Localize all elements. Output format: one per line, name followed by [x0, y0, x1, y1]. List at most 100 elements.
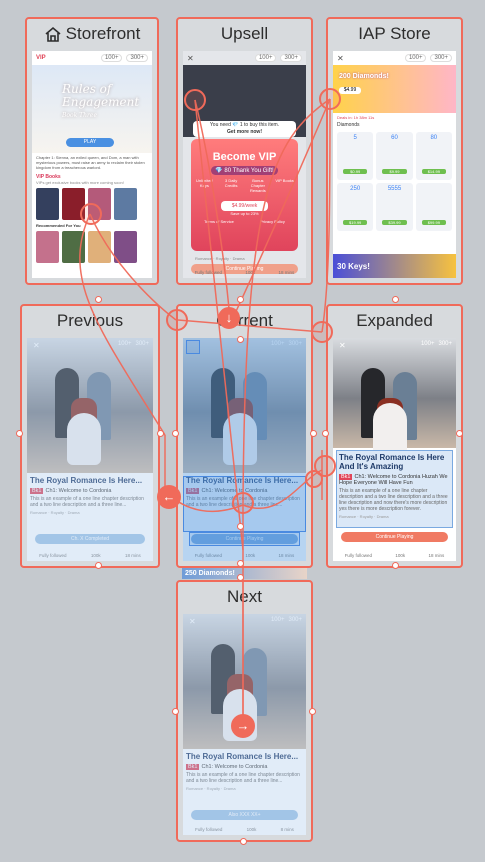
offer-title: 200 Diamonds!: [339, 73, 389, 80]
keys-counter[interactable]: 100+: [254, 54, 277, 62]
continue-playing-button[interactable]: Continue Playing: [191, 534, 298, 544]
diamond-packs-grid: 5 $0.99 60 $9.99 80 $14.99 250 $19.99 5555 $3…: [333, 128, 456, 235]
recommended-row: [32, 228, 152, 266]
upsell-title: Upsell: [220, 24, 269, 43]
current-screen: 100+ 300+ The Royal Romance Is Here... B…: [183, 338, 306, 561]
expanded-title: Expanded: [356, 311, 433, 330]
storefront-screen: VIP 100+ 300+ Rules of Engagement Book T…: [32, 51, 152, 278]
next-screen: ✕ 100+ 300+ The Royal Romance Is Here...…: [183, 614, 306, 835]
offer-price[interactable]: $4.99: [339, 87, 361, 94]
book-cover[interactable]: [114, 188, 137, 220]
book-cover[interactable]: [36, 231, 59, 263]
episode-card: The Royal Romance Is Here... Bk1 Ch1: Wel…: [186, 752, 303, 814]
expanded-screen: ✕ 100+ 300+ The Royal Romance Is Here An…: [333, 338, 456, 561]
genre-text: Romance · Royalty · Drama: [195, 256, 245, 261]
diamonds-banner[interactable]: 250 Diamonds!: [182, 568, 307, 579]
story-title: The Royal Romance Is Here...: [30, 476, 143, 485]
hotspot-card-expand[interactable]: [232, 492, 254, 514]
diamond-pack[interactable]: 250 $19.99: [337, 183, 374, 231]
keys-offer-banner[interactable]: 30 Keys!: [333, 254, 456, 278]
close-icon[interactable]: ✕: [339, 341, 346, 350]
episode-label: Bk1 Ch1: Welcome to Cordonia: [186, 764, 268, 770]
diamonds-counter[interactable]: 300+: [280, 54, 302, 62]
diamonds-counter[interactable]: 300+: [288, 617, 302, 623]
episode-description: This is an example of a one line chapter…: [186, 772, 300, 784]
episode-card: The Royal Romance Is Here... Bk1 Ch1: Wel…: [30, 476, 150, 538]
time-stat: 18 mins: [278, 270, 295, 275]
hotspot-down-arrow[interactable]: ↓: [218, 307, 240, 329]
become-vip-heading: Become VIP: [212, 151, 277, 163]
continue-playing-button[interactable]: Continue Playing: [341, 532, 448, 542]
hotspot-iap[interactable]: [319, 88, 341, 110]
play-button[interactable]: PLAY: [66, 138, 114, 147]
story-title: The Royal Romance Is Here...: [186, 752, 299, 761]
reads-stat: 100k: [245, 270, 256, 275]
diamonds-counter[interactable]: 300+: [438, 341, 452, 347]
close-icon[interactable]: ✕: [337, 53, 344, 63]
upsell-frame: Upsell ✕ 100+ 300+ You need 💎 1 to buy t…: [176, 17, 313, 285]
book-cover[interactable]: [36, 188, 59, 220]
vip-books-sub: VIPs get exclusive books with more comin…: [36, 180, 124, 185]
diamond-pack[interactable]: 60 $9.99: [376, 132, 413, 180]
diamond-pack[interactable]: 5 $0.99: [337, 132, 374, 180]
vip-save-note: Save up to 23%: [230, 211, 259, 216]
expanded-frame: Expanded ✕ 100+ 300+ The Royal Romance I…: [326, 304, 463, 568]
book-cover[interactable]: [88, 231, 111, 263]
vip-offer-card: Become VIP 💎 80 Thank You Gift! Unlimite…: [191, 139, 298, 251]
genre-text: Romance · Royalty · Drama: [30, 510, 80, 515]
diamond-offer-banner[interactable]: 200 Diamonds! $4.99: [333, 65, 456, 113]
followed-stat: Fully followed: [344, 553, 372, 558]
diamond-pack[interactable]: $99.99: [415, 183, 452, 231]
perk-item: Unlimited Keys: [196, 178, 213, 188]
current-title: Current: [216, 311, 273, 330]
privacy-link[interactable]: Privacy Policy: [260, 219, 285, 224]
vip-subscribe-button[interactable]: $4.99/week: [221, 201, 268, 211]
genre-text: Romance · Royalty · Drama: [339, 514, 389, 519]
keys-counter[interactable]: 100+: [404, 54, 427, 62]
upsell-screen: ✕ 100+ 300+ You need 💎 1 to buy this ite…: [183, 51, 306, 278]
diamond-pack[interactable]: 80 $14.99: [415, 132, 452, 180]
recommended-heading: Recommended For You: [36, 223, 81, 228]
hotspot-collapse-2[interactable]: [305, 470, 323, 488]
reads-stat: 100k: [90, 553, 101, 558]
diamonds-section-label: Diamonds: [337, 122, 360, 128]
terms-link[interactable]: Terms of Service: [204, 219, 234, 224]
book-cover[interactable]: [62, 231, 85, 263]
current-frame: Current 100+ 300+ The Royal Romance Is H…: [176, 304, 313, 568]
perk-item: 3 Daily Credits: [224, 178, 238, 188]
close-icon[interactable]: ✕: [187, 53, 194, 63]
insufficient-message: You need 💎 1 to buy this item. Get more …: [193, 121, 296, 137]
time-stat: 18 mins: [125, 553, 141, 558]
keys-counter[interactable]: 100+: [270, 617, 285, 623]
story-art: ✕ 100+ 300+: [333, 338, 456, 455]
book-cover[interactable]: [114, 231, 137, 263]
close-icon[interactable]: ✕: [189, 617, 196, 626]
iap-store-frame: IAP Store ✕ 100+ 300+ 200 Diamonds! $4.9…: [326, 17, 463, 285]
next-chapter-button[interactable]: Also XXX XX+: [191, 810, 298, 820]
iap-store-title: IAP Store: [358, 24, 431, 43]
book-logo: Rules of Engagement Book Three: [62, 82, 140, 120]
previous-arrow-icon[interactable]: ←: [157, 485, 181, 509]
vip-books-heading: VIP Books: [36, 174, 61, 180]
book-blurb: Chapter 1: Sienna, an exiled queen, and …: [36, 155, 145, 170]
time-stat: 8 mins: [280, 827, 294, 832]
diamonds-counter[interactable]: 300+: [430, 54, 452, 62]
previous-frame: Previous ✕ 100+ 300+ The Royal Romance I…: [20, 304, 160, 568]
next-arrow-icon[interactable]: →: [231, 714, 255, 738]
hotspot-upsell-link[interactable]: [166, 309, 188, 331]
close-icon[interactable]: ✕: [33, 341, 40, 350]
book-cover[interactable]: [62, 188, 85, 220]
reads-stat: 100k: [395, 553, 406, 558]
keys-counter[interactable]: 100+: [100, 54, 123, 62]
hotspot-close[interactable]: [184, 89, 206, 111]
completed-button[interactable]: Ch. X Completed: [35, 534, 145, 544]
iap-store-screen: ✕ 100+ 300+ 200 Diamonds! $4.99 Deals in…: [333, 51, 456, 278]
featured-book-hero[interactable]: Rules of Engagement Book Three PLAY: [32, 65, 152, 153]
vip-badge[interactable]: VIP: [36, 55, 46, 61]
hotspot-expand[interactable]: [311, 321, 333, 343]
perk-item: Bonus Chapter Rewards: [249, 178, 266, 193]
diamond-pack[interactable]: 5555 $39.99: [376, 183, 413, 231]
keys-counter[interactable]: 100+: [420, 341, 435, 347]
hotspot-book-cover[interactable]: [80, 203, 102, 225]
diamonds-counter[interactable]: 300+: [126, 54, 148, 62]
